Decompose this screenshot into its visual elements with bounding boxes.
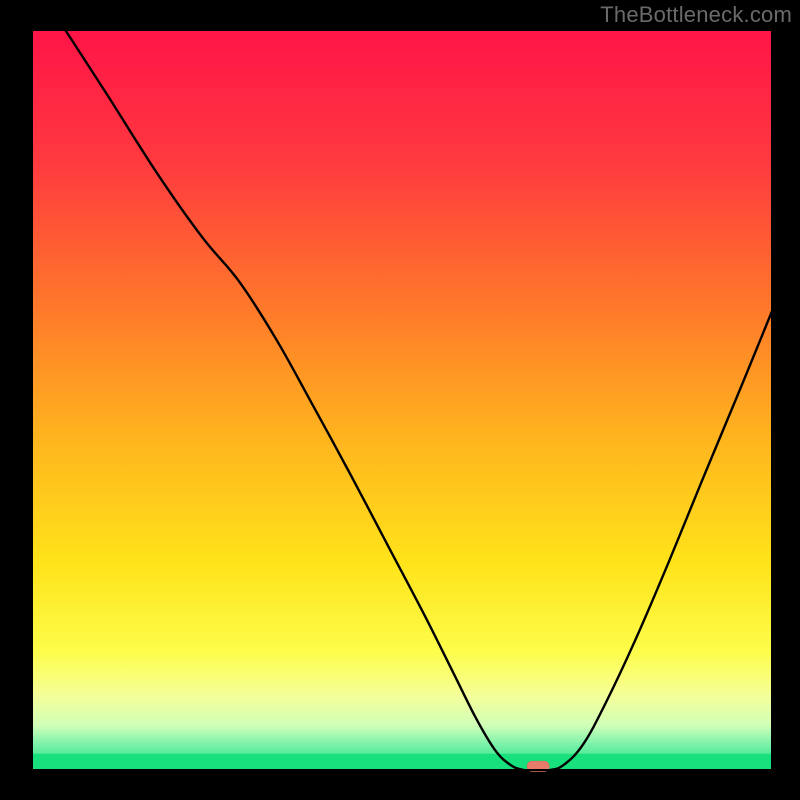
plot-bottom-green-band	[32, 754, 772, 770]
plot-gradient-bg	[32, 30, 772, 770]
bottleneck-chart	[0, 0, 800, 800]
chart-container: TheBottleneck.com	[0, 0, 800, 800]
watermark-text: TheBottleneck.com	[600, 2, 792, 28]
